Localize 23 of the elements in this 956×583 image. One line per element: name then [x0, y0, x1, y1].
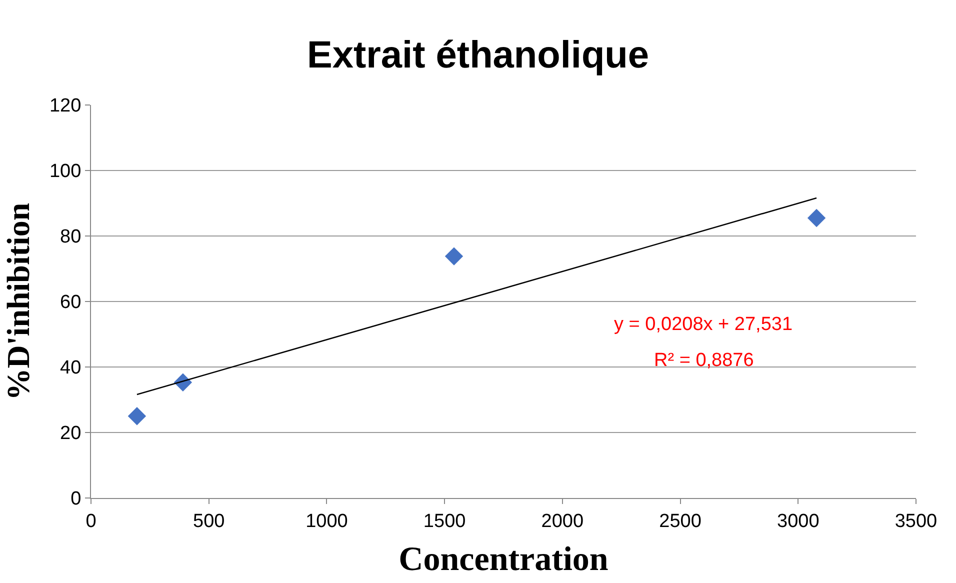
point: [444, 247, 464, 266]
y-tick-label: 0: [70, 488, 82, 510]
y-tick-label: 40: [60, 358, 82, 379]
y-tick-label: 100: [49, 161, 82, 182]
x-axis-title: Concentration: [398, 541, 608, 578]
x-tick-label: 2500: [659, 510, 702, 532]
point: [128, 407, 146, 426]
annotation: y = 0,0208x + 27,531: [614, 314, 793, 335]
point: [807, 208, 826, 228]
x-tick-label: 0: [86, 510, 96, 532]
x-tick-label: 2000: [541, 510, 584, 532]
y-tick-label: 20: [60, 423, 82, 444]
x-tick-label: 1500: [423, 510, 466, 532]
y-tick-label: 80: [60, 226, 82, 248]
x-tick-label: 1000: [306, 510, 348, 532]
x-tick-label: 3500: [894, 510, 938, 532]
y-tick-label: 60: [60, 292, 82, 314]
chart-title: Extrait éthanolique: [306, 34, 650, 76]
y-tick-label: 120: [49, 96, 82, 117]
x-tick-label: 3000: [777, 510, 820, 532]
annotation: R² = 0,8876: [654, 350, 754, 371]
x-tick-label: 500: [193, 510, 225, 532]
y-axis-title: %D'inhibition: [0, 202, 36, 400]
